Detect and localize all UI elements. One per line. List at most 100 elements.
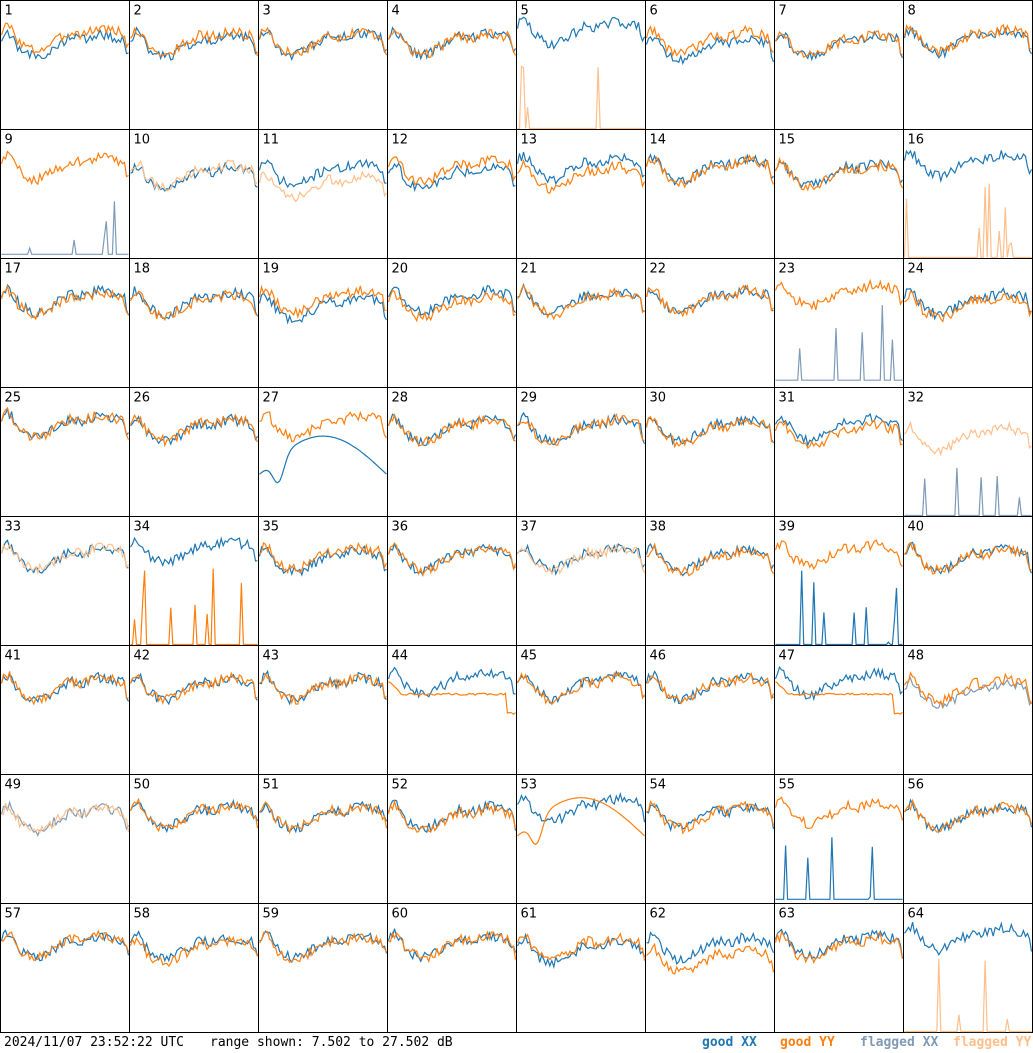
panel-52: 52 xyxy=(387,774,517,904)
series-yy-29 xyxy=(516,412,645,446)
panel-57: 57 xyxy=(0,903,130,1033)
panel-label-10: 10 xyxy=(134,133,151,148)
series-yy-10 xyxy=(130,159,258,192)
series-yy-13 xyxy=(517,158,646,194)
panel-frame xyxy=(516,129,646,259)
panel-label-58: 58 xyxy=(134,907,151,922)
series-yy-26 xyxy=(129,413,259,448)
series-yy-7 xyxy=(774,30,903,59)
panel-7: 7 xyxy=(774,0,904,130)
panel-46: 46 xyxy=(645,645,775,775)
series-yy-59 xyxy=(259,930,388,964)
series-xx-32 xyxy=(904,467,1032,517)
panel-frame xyxy=(258,903,388,1033)
panel-label-1: 1 xyxy=(5,4,13,19)
series-yy-55 xyxy=(774,796,904,830)
series-yy-8 xyxy=(903,23,1032,58)
panel-frame xyxy=(387,903,517,1033)
panel-frame xyxy=(645,258,775,388)
panel-23: 23 xyxy=(774,258,904,388)
panel-42: 42 xyxy=(129,645,259,775)
panel-31: 31 xyxy=(774,387,904,517)
series-xx-5 xyxy=(516,16,646,50)
panel-frame xyxy=(129,0,259,130)
series-yy-16 xyxy=(903,183,1032,259)
panel-frame xyxy=(903,258,1033,388)
panel-20: 20 xyxy=(387,258,517,388)
panel-47: 47 xyxy=(774,645,904,775)
panel-label-33: 33 xyxy=(5,520,22,535)
panel-64: 64 xyxy=(903,903,1033,1033)
series-yy-11 xyxy=(258,170,387,203)
series-xx-43 xyxy=(259,669,387,706)
series-yy-49 xyxy=(1,802,130,834)
panel-33: 33 xyxy=(0,516,130,646)
panel-24: 24 xyxy=(903,258,1033,388)
series-yy-32 xyxy=(904,420,1032,457)
panel-9: 9 xyxy=(0,129,130,259)
series-yy-57 xyxy=(1,929,130,962)
panel-label-64: 64 xyxy=(908,907,925,922)
series-xx-42 xyxy=(129,672,258,706)
series-yy-37 xyxy=(516,543,646,576)
series-xx-54 xyxy=(646,802,775,833)
series-xx-39 xyxy=(775,570,903,646)
series-xx-20 xyxy=(387,284,516,317)
panel-25: 25 xyxy=(0,387,130,517)
series-xx-33 xyxy=(0,539,129,574)
panel-frame xyxy=(387,516,517,646)
panel-label-23: 23 xyxy=(779,262,796,277)
series-yy-31 xyxy=(774,418,903,450)
panel-32: 32 xyxy=(903,387,1033,517)
panel-frame xyxy=(0,387,130,517)
panel-label-15: 15 xyxy=(779,133,796,148)
panel-frame xyxy=(387,645,517,775)
series-xx-53 xyxy=(516,791,646,825)
panel-frame xyxy=(129,129,259,259)
series-yy-38 xyxy=(646,542,774,577)
panel-frame xyxy=(258,387,388,517)
panel-label-54: 54 xyxy=(650,778,667,793)
series-xx-62 xyxy=(646,931,775,965)
panel-59: 59 xyxy=(258,903,388,1033)
panel-frame xyxy=(516,0,646,130)
series-xx-19 xyxy=(258,292,388,325)
series-yy-22 xyxy=(645,283,774,318)
panel-53: 53 xyxy=(516,774,646,904)
series-yy-24 xyxy=(904,290,1033,323)
series-yy-44 xyxy=(388,681,516,715)
panel-60: 60 xyxy=(387,903,517,1033)
panel-label-18: 18 xyxy=(134,262,151,277)
panel-frame xyxy=(0,129,130,259)
series-yy-15 xyxy=(774,157,904,192)
panel-frame xyxy=(645,0,775,130)
panel-label-29: 29 xyxy=(521,391,538,406)
series-yy-56 xyxy=(903,798,1033,833)
panel-frame xyxy=(129,258,259,388)
panel-label-16: 16 xyxy=(908,133,925,148)
panel-frame xyxy=(516,903,646,1033)
series-xx-4 xyxy=(387,26,517,61)
series-yy-9 xyxy=(0,150,129,186)
panel-frame xyxy=(0,774,130,904)
panel-27: 27 xyxy=(258,387,388,517)
panel-frame xyxy=(903,903,1033,1033)
panel-56: 56 xyxy=(903,774,1033,904)
panel-label-51: 51 xyxy=(263,778,280,793)
panel-44: 44 xyxy=(387,645,517,775)
series-yy-12 xyxy=(387,155,517,186)
panel-frame xyxy=(387,258,517,388)
panel-frame xyxy=(0,258,130,388)
series-xx-18 xyxy=(130,286,259,320)
panel-label-41: 41 xyxy=(5,649,22,664)
panel-frame xyxy=(645,645,775,775)
series-yy-14 xyxy=(645,153,775,189)
panel-frame xyxy=(774,903,904,1033)
panel-frame xyxy=(129,645,259,775)
legend-flagged-xx: flagged XX xyxy=(860,1035,939,1050)
panel-34: 34 xyxy=(129,516,259,646)
panel-frame xyxy=(258,0,388,130)
panel-2: 2 xyxy=(129,0,259,130)
panel-frame xyxy=(258,129,388,259)
panel-label-42: 42 xyxy=(134,649,151,664)
